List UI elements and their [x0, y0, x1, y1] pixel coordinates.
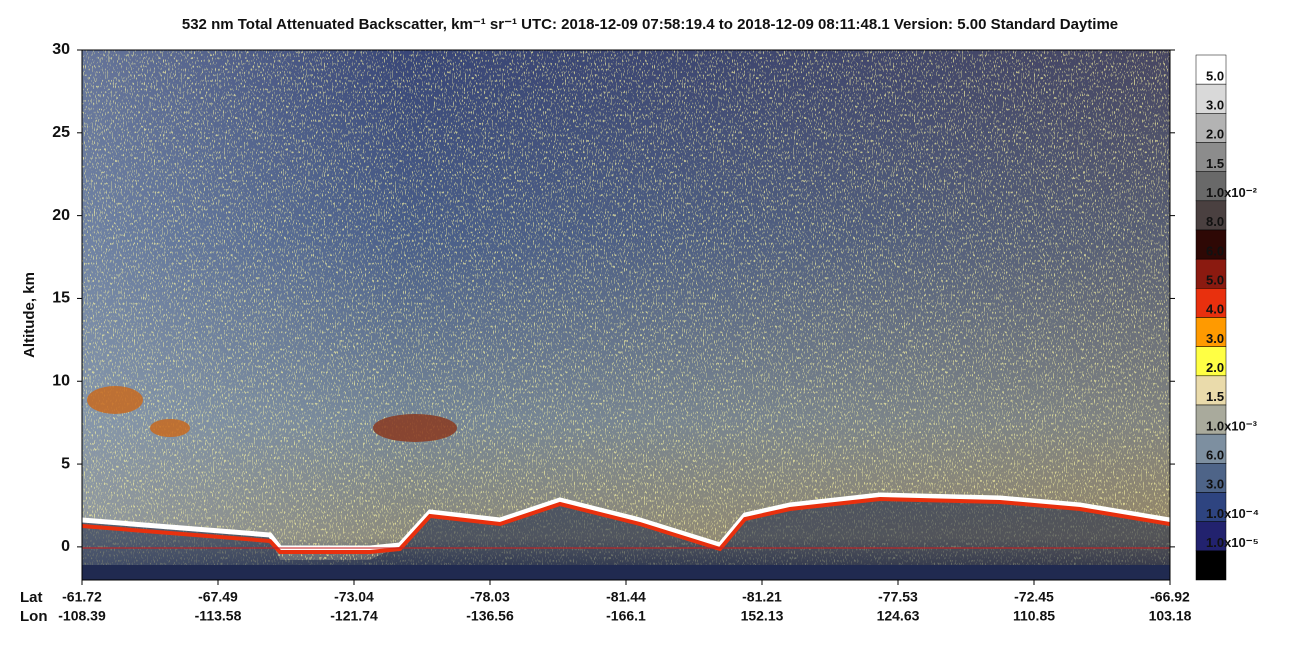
- colorbar-swatch: [1195, 113, 1227, 143]
- colorbar-swatch: [1195, 54, 1227, 85]
- lon-tick-label: -108.39: [58, 608, 106, 624]
- colorbar-swatch: [1195, 375, 1227, 406]
- lat-tick-label: -72.45: [1014, 589, 1054, 605]
- y-axis-label: Altitude, km: [21, 272, 38, 358]
- lat-tick-label: -77.53: [878, 589, 918, 605]
- y-tick-label: 5: [61, 455, 70, 472]
- y-tick-label: 0: [61, 538, 70, 555]
- colorbar-label: 1.0x10⁻²: [1206, 185, 1258, 200]
- colorbar-swatch: [1195, 550, 1227, 581]
- lon-tick-label: -166.1: [606, 608, 646, 624]
- colorbar-label: 1.0x10⁻⁴: [1206, 506, 1259, 521]
- y-tick-label: 10: [52, 372, 70, 389]
- colorbar-swatch: [1195, 492, 1227, 522]
- chart-title: 532 nm Total Attenuated Backscatter, km⁻…: [182, 16, 1118, 33]
- y-tick-label: 30: [52, 41, 70, 58]
- backscatter-image: [82, 50, 1170, 580]
- lat-label: Lat: [20, 589, 43, 606]
- colorbar-swatch: [1195, 404, 1227, 435]
- colorbar-label: 5.0: [1206, 272, 1224, 287]
- lat-tick-label: -61.72: [62, 589, 102, 605]
- lon-tick-label: -113.58: [195, 608, 242, 624]
- colorbar-label: 4.0: [1206, 302, 1224, 317]
- colorbar-label: 3.0: [1206, 97, 1224, 112]
- lon-tick-label: 152.13: [741, 608, 784, 624]
- lat-tick-label: -73.04: [334, 589, 374, 605]
- colorbar-swatch: [1195, 346, 1227, 377]
- y-tick-label: 15: [52, 290, 70, 307]
- lon-tick-label: 103.18: [1149, 608, 1192, 624]
- lat-tick-label: -81.44: [606, 589, 646, 605]
- colorbar-swatch: [1195, 258, 1227, 289]
- colorbar-swatch: [1195, 229, 1227, 260]
- lat-tick-label: -67.49: [198, 589, 238, 605]
- colorbar-label: 1.5: [1206, 389, 1224, 404]
- colorbar-label: 1.0x10⁻³: [1206, 418, 1258, 433]
- colorbar-swatch: [1195, 171, 1227, 202]
- colorbar-label: 5.0: [1206, 68, 1224, 83]
- lon-label: Lon: [20, 608, 48, 625]
- lat-tick-label: -66.92: [1150, 589, 1190, 605]
- colorbar-label: 6.0: [1206, 447, 1224, 462]
- colorbar-label: 8.0: [1206, 214, 1224, 229]
- lon-tick-label: 124.63: [877, 608, 920, 624]
- colorbar-label: 1.0x10⁻⁵: [1206, 535, 1259, 550]
- lon-tick-label: -136.56: [466, 608, 514, 624]
- colorbar-label: 3.0: [1206, 477, 1224, 492]
- lat-tick-label: -78.03: [470, 589, 510, 605]
- lon-tick-label: -121.74: [330, 608, 378, 624]
- lon-tick-label: 110.85: [1013, 608, 1055, 624]
- lat-tick-label: -81.21: [742, 589, 782, 605]
- colorbar-swatch: [1195, 288, 1227, 318]
- colorbar-swatch: [1195, 433, 1227, 464]
- colorbar-swatch: [1195, 521, 1227, 552]
- colorbar-swatch: [1195, 200, 1227, 231]
- colorbar-swatch: [1195, 317, 1227, 347]
- colorbar-label: 3.0: [1206, 331, 1224, 346]
- colorbar-swatch: [1195, 463, 1227, 493]
- colorbar-label: 6.0: [1206, 243, 1224, 258]
- colorbar-label: 2.0: [1206, 360, 1224, 375]
- colorbar-label: 1.5: [1206, 156, 1224, 171]
- y-tick-label: 20: [52, 207, 70, 224]
- colorbar-swatch: [1195, 83, 1227, 114]
- y-tick-label: 25: [52, 124, 70, 141]
- colorbar-label: 2.0: [1206, 127, 1224, 142]
